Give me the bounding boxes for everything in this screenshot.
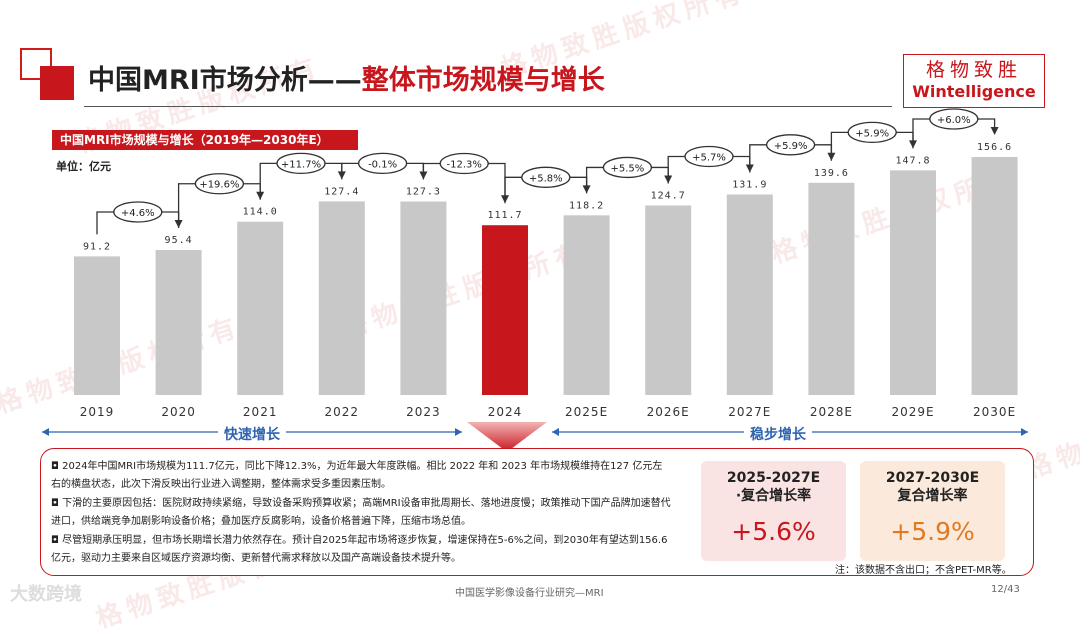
growth-bubble [765,134,816,156]
data-label: 139.6 [814,168,849,179]
growth-rate-label: +5.9% [855,128,889,139]
note-item: ◘ 尽管短期承压明显，但市场长期增长潜力依然存在。预计自2025年起市场将逐步恢… [51,535,668,564]
phase-label-fast: 快速增长 [218,424,286,444]
growth-rate-label: +19.6% [199,180,239,191]
header-square-outline [20,48,52,80]
page-title-prefix: 中国MRI市场分析—— [88,65,362,96]
data-label: 131.9 [732,180,767,191]
phase-arrow-steady-head-left [552,428,559,436]
unit-label: 单位：亿元 [56,160,111,173]
card-title-line: ·复合增长率 [735,488,812,504]
growth-rate-label: +5.8% [529,173,563,184]
page-title: 中国MRI市场分析——整体市场规模与增长 [88,58,605,97]
data-label: 114.0 [243,207,278,218]
logo-cn-text: 格物致胜 [925,59,1022,81]
logo-en-text: Wintelligence [912,82,1036,101]
footnote: 注：该数据不含出口；不含PET-MR等。 [835,565,1012,576]
growth-bubble [439,152,489,175]
x-tick-label: 2025E [565,405,608,419]
data-label: 147.8 [895,155,930,166]
phase-arrow-steady-head-right [1021,428,1028,436]
card-title-line: 复合增长率 [897,488,968,504]
growth-rate-label: +4.6% [121,208,155,219]
footer-brand: 大数跨境 [10,584,82,605]
card-title: 2027-2030E 复合增长率 [860,469,1005,505]
bar [563,215,610,395]
bar [482,225,528,395]
card-title-line: 2025-2027E [726,470,821,486]
x-tick-label: 2020 [161,405,196,419]
growth-rate-label: -0.1% [368,159,397,170]
growth-rate-label: +5.9% [774,141,808,152]
x-tick-label: 2019 [80,405,115,419]
growth-rate-label: +5.5% [611,163,645,174]
growth-rate-label: +11.7% [281,159,321,170]
x-tick-label: 2027E [728,405,771,419]
phase-arrow-fast-head-left [42,428,49,436]
growth-bubble [276,152,326,175]
x-tick-label: 2026E [647,405,690,419]
data-label: 91.2 [83,241,111,252]
note-item: ◘ 下滑的主要原因包括：医院财政持续紧缩，导致设备采购预算收紧；高端MRI设备审… [51,498,671,527]
card-title-line: 2027-2030E [885,470,980,486]
growth-bubble [113,201,163,223]
cagr-card-2027-2030: 2027-2030E 复合增长率 +5.9% [860,461,1005,561]
data-label: 156.6 [977,142,1012,153]
data-label: 118.2 [569,200,604,211]
growth-bubble [847,121,897,143]
down-arrow-icon [467,422,547,452]
page-number: 12/43 [991,584,1020,595]
bar [400,201,447,395]
header-square-fill [40,66,74,100]
growth-bubble [521,166,571,188]
growth-bubble [194,173,245,195]
data-label: 95.4 [165,235,193,246]
bar [155,249,202,395]
card-title: 2025-2027E ·复合增长率 [701,469,846,505]
bar [318,201,365,395]
chart-subtitle: 中国MRI市场规模与增长（2019年—2030年E） [52,130,358,150]
growth-arrowhead [990,126,999,135]
cagr-card-2025-2027: 2025-2027E ·复合增长率 +5.6% [701,461,846,561]
x-tick-label: 2022 [325,405,360,419]
phase-arrow-fast-head-right [455,428,462,436]
note-item: ◘ 2024年中国MRI市场规模为111.7亿元，同比下降12.3%，为近年最大… [51,461,663,490]
bar [808,182,855,395]
growth-rate-label: +6.0% [937,115,971,126]
analysis-notes: ◘ 2024年中国MRI市场规模为111.7亿元，同比下降12.3%，为近年最大… [51,458,671,569]
growth-bubble [929,108,979,130]
bar [74,256,120,395]
card-value: +5.6% [731,517,816,546]
growth-rate-label: -12.3% [447,160,482,171]
x-tick-label: 2030E [973,405,1016,419]
x-tick-label: 2028E [810,405,853,419]
bar [645,205,692,395]
x-tick-label: 2024 [488,405,523,419]
growth-bubble [357,152,408,175]
data-label: 111.7 [487,210,522,221]
bar [971,156,1018,395]
bar [726,194,773,395]
x-tick-label: 2023 [406,405,441,419]
phase-label-steady: 稳步增长 [744,424,812,444]
card-value: +5.9% [890,517,975,546]
bar [890,170,936,395]
data-label: 124.7 [651,190,686,201]
data-label: 127.4 [324,186,359,197]
growth-bubble [684,145,734,168]
bar [237,221,284,395]
x-tick-label: 2021 [243,405,278,419]
growth-bubble [602,156,653,179]
page-title-highlight: 整体市场规模与增长 [361,65,605,96]
x-tick-label: 2029E [891,405,934,419]
data-label: 127.3 [406,187,441,198]
brand-logo: 格物致胜 Wintelligence [903,54,1045,108]
bar-chart: 91.2 2019 95.4 2020 114.0 2021 127.4 2022 127.3 2… [42,108,1028,436]
growth-rate-label: +5.7% [692,153,726,164]
header-divider [84,106,892,107]
footer-source: 中国医学影像设备行业研究—MRI [455,588,604,599]
